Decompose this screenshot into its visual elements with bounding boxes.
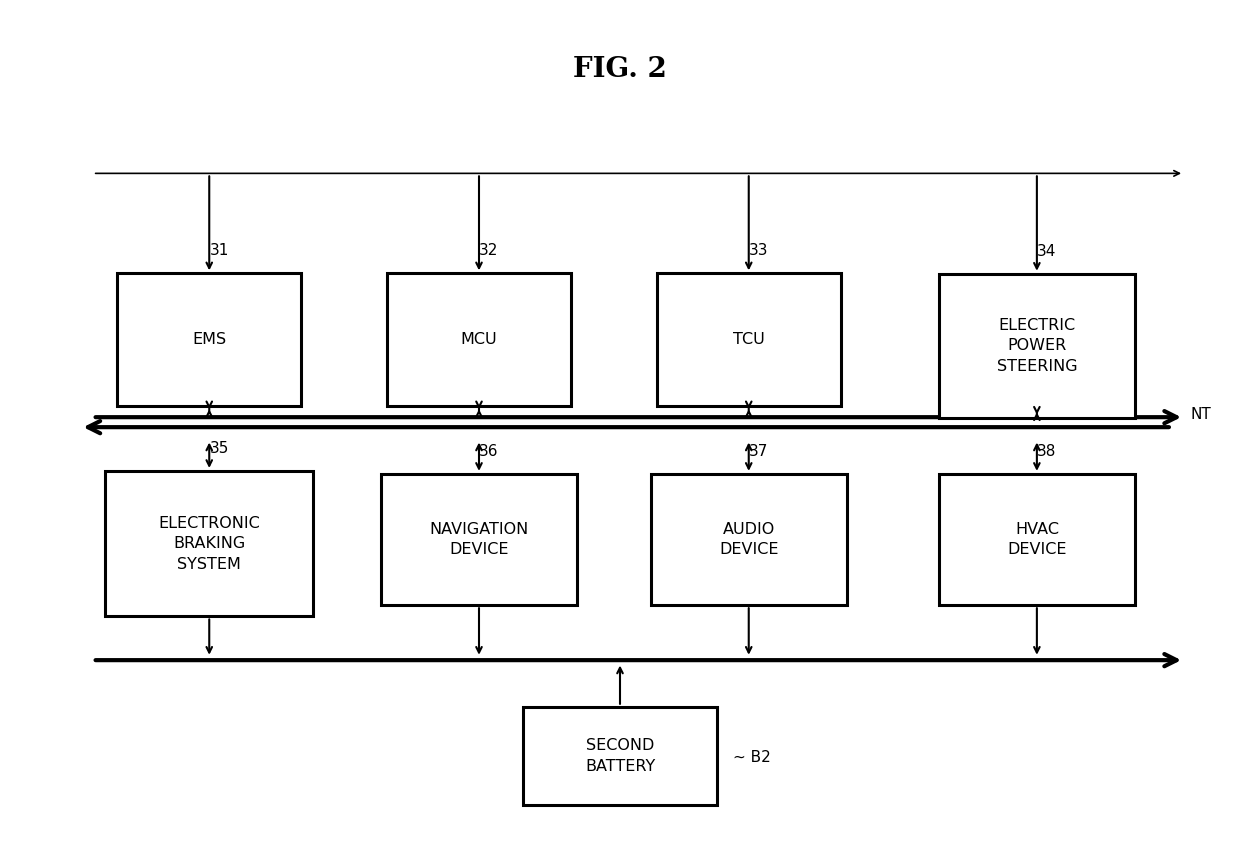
Bar <box>381 474 577 605</box>
Text: 37: 37 <box>749 444 769 459</box>
Text: 33: 33 <box>749 244 769 258</box>
Bar <box>523 706 717 805</box>
Bar <box>657 273 841 406</box>
Bar <box>118 273 301 406</box>
Text: 34: 34 <box>1037 244 1056 259</box>
Text: ELECTRONIC
BRAKING
SYSTEM: ELECTRONIC BRAKING SYSTEM <box>159 516 260 572</box>
Bar <box>387 273 570 406</box>
Text: MCU: MCU <box>461 332 497 348</box>
Text: AUDIO
DEVICE: AUDIO DEVICE <box>719 522 779 558</box>
Bar <box>651 474 847 605</box>
Bar <box>939 273 1135 418</box>
Bar <box>105 471 314 617</box>
Text: 35: 35 <box>210 441 228 456</box>
Text: EMS: EMS <box>192 332 227 348</box>
Text: 32: 32 <box>479 244 498 258</box>
Text: 36: 36 <box>479 444 498 459</box>
Text: 31: 31 <box>210 244 228 258</box>
Text: ELECTRIC
POWER
STEERING: ELECTRIC POWER STEERING <box>997 318 1078 374</box>
Text: 38: 38 <box>1037 444 1056 459</box>
Text: FIG. 2: FIG. 2 <box>573 56 667 83</box>
Text: NAVIGATION
DEVICE: NAVIGATION DEVICE <box>429 522 528 558</box>
Text: TCU: TCU <box>733 332 765 348</box>
Bar <box>939 474 1135 605</box>
Text: ~ B2: ~ B2 <box>733 750 770 765</box>
Text: HVAC
DEVICE: HVAC DEVICE <box>1007 522 1066 558</box>
Text: SECOND
BATTERY: SECOND BATTERY <box>585 739 655 773</box>
Text: NT: NT <box>1190 407 1211 422</box>
